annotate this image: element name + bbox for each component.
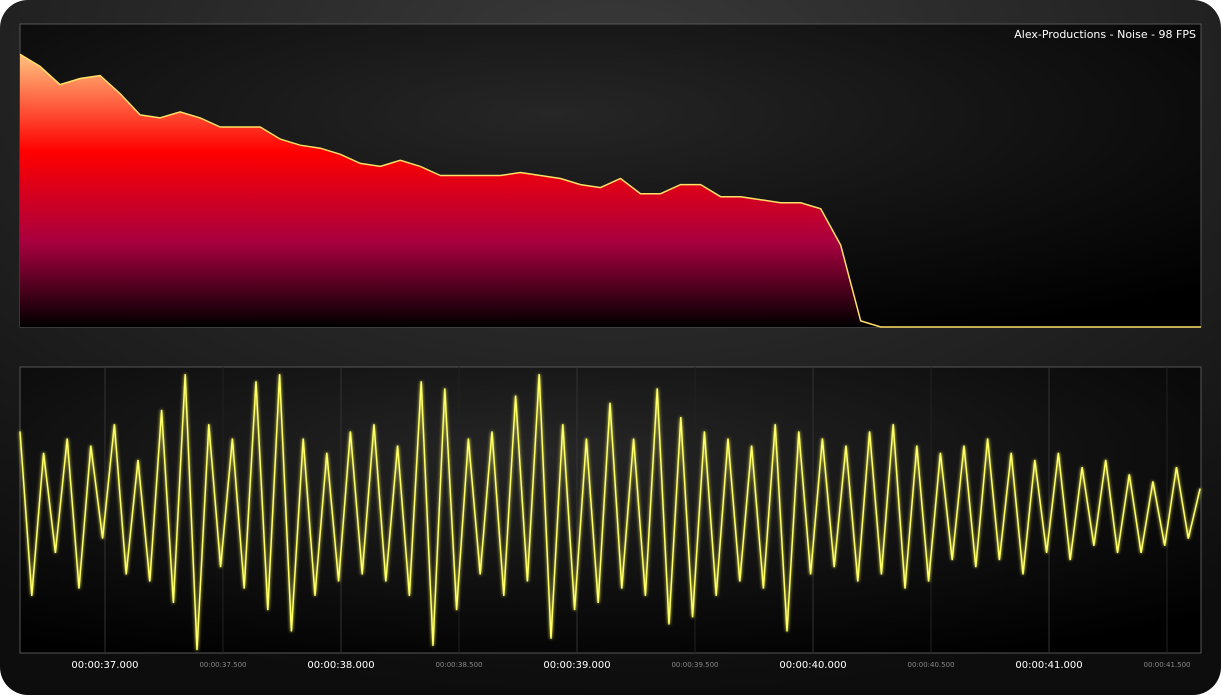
spectrum-area xyxy=(20,54,1201,328)
x-minor-tick-label: 00:00:38.500 xyxy=(435,661,482,669)
x-tick-label: 00:00:40.000 xyxy=(779,660,846,671)
x-tick-label: 00:00:39.000 xyxy=(543,660,610,671)
chart-title: Alex-Productions - Noise - 98 FPS xyxy=(1014,28,1196,41)
x-minor-tick-label: 00:00:37.500 xyxy=(199,661,246,669)
waveform-line xyxy=(19,374,1201,651)
x-tick-label: 00:00:37.000 xyxy=(71,660,138,671)
x-tick-label: 00:00:38.000 xyxy=(307,660,374,671)
spectrum-line xyxy=(19,53,1201,328)
x-tick-label: 00:00:41.000 xyxy=(1015,660,1082,671)
x-minor-tick-label: 00:00:39.500 xyxy=(671,661,718,669)
x-minor-tick-label: 00:00:40.500 xyxy=(907,661,954,669)
x-minor-tick-label: 00:00:41.500 xyxy=(1143,661,1190,669)
